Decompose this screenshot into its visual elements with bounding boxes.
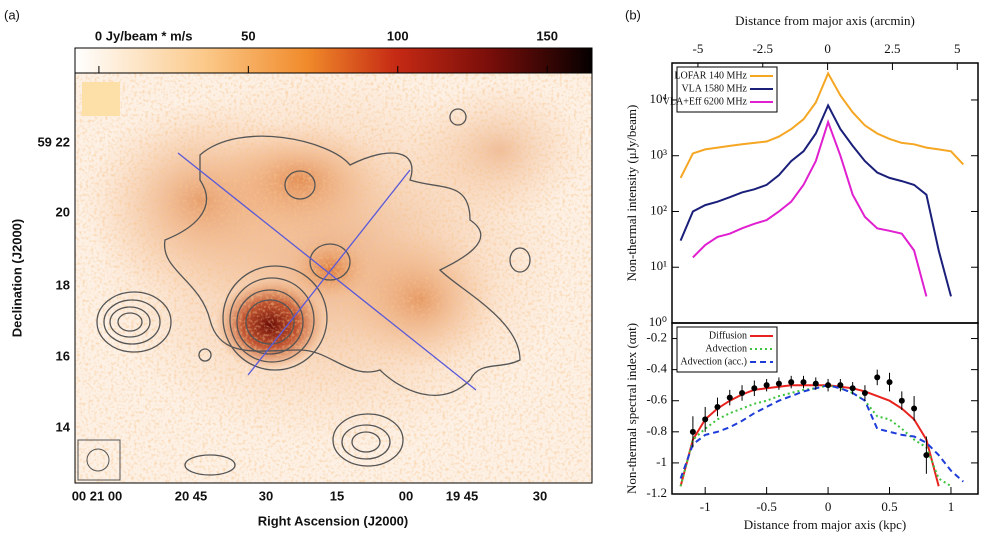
x-tick-label: 00 — [399, 488, 413, 503]
x-axis-label: Distance from major axis (kpc) — [744, 517, 906, 532]
plot-area — [679, 369, 964, 488]
x2-axis-label: Distance from major axis (arcmin) — [735, 13, 915, 28]
y-tick-label: 14 — [56, 419, 71, 434]
data-point — [763, 382, 770, 389]
y-tick-label: -0.6 — [646, 392, 667, 407]
data-point — [726, 394, 733, 401]
y-tick-label: -1.2 — [646, 485, 667, 500]
data-point — [825, 382, 832, 389]
y-tick-label: 10⁰ — [649, 314, 667, 329]
legend-label: LOFAR 140 MHz — [674, 70, 747, 81]
x-tick-label: 15 — [330, 488, 344, 503]
panel-label: (b) — [625, 7, 641, 22]
y-tick-label: -1 — [656, 454, 667, 469]
x2-tick-label: 0 — [824, 41, 831, 56]
series-line — [692, 118, 928, 297]
data-point — [923, 452, 930, 459]
x-tick-label: -0.5 — [756, 499, 777, 514]
colorbar-tick-label: 150 — [536, 28, 558, 43]
y-axis-label: Non-thermal intensity (μJy/beam) — [624, 105, 639, 282]
legend-box — [676, 326, 778, 373]
data-point — [837, 382, 844, 389]
x2-tick-label: 5 — [954, 41, 961, 56]
legend-label: VLA+Eff 6200 MHz — [663, 96, 748, 107]
data-point — [898, 397, 905, 404]
x-tick-label: 30 — [533, 488, 547, 503]
series-line — [679, 384, 940, 487]
data-point — [911, 405, 918, 412]
colorbar-tick-label: 100 — [387, 28, 409, 43]
series-line — [679, 384, 952, 488]
colorbar-tick-label: 0 Jy/beam * m/s — [95, 28, 193, 43]
plot-area — [679, 71, 965, 297]
map-frame — [74, 72, 593, 484]
x-tick-label: -1 — [700, 499, 711, 514]
x-tick-label: 20 45 — [175, 488, 208, 503]
x2-tick-label: 2.5 — [884, 41, 900, 56]
y-tick-label: 10⁴ — [649, 91, 667, 106]
x2-tick-label: -2.5 — [752, 41, 773, 56]
x-tick-label: 1 — [948, 499, 955, 514]
x2-tick-label: -5 — [693, 41, 704, 56]
series-line — [679, 384, 964, 483]
y-axis-label: Declination (J2000) — [9, 219, 24, 338]
y-tick-label: 59 22 — [37, 134, 70, 149]
series-line — [679, 103, 952, 297]
y-tick-label: -0.2 — [646, 330, 667, 345]
y-tick-label: 10³ — [650, 147, 667, 162]
panel-label: (a) — [4, 7, 20, 22]
data-point — [812, 380, 819, 387]
data-point — [800, 379, 807, 386]
data-point — [689, 428, 696, 435]
x-tick-label: 0.5 — [881, 499, 897, 514]
data-point — [849, 385, 856, 392]
colorbar-tick-label: 50 — [241, 28, 255, 43]
series-line — [679, 71, 965, 179]
data-point — [714, 403, 721, 410]
y-tick-label: 10² — [650, 202, 667, 217]
colorbar — [74, 47, 593, 74]
data-point — [739, 389, 746, 396]
data-point — [788, 379, 795, 386]
data-point — [861, 389, 868, 396]
data-point — [751, 385, 758, 392]
map-image — [75, 73, 592, 483]
x-tick-label: 19 45 — [446, 488, 479, 503]
plot-frame — [671, 322, 979, 495]
y-tick-label: 18 — [56, 277, 70, 292]
y-tick-label: 16 — [56, 348, 70, 363]
y-tick-label: -0.8 — [646, 423, 667, 438]
y-tick-label: 20 — [56, 204, 70, 219]
x-tick-label: 30 — [259, 488, 273, 503]
data-point — [775, 380, 782, 387]
legend-label: Advection — [705, 343, 747, 354]
data-point — [702, 416, 709, 423]
x-tick-label: 0 — [825, 499, 832, 514]
y-tick-label: 10¹ — [650, 258, 667, 273]
legend-label: VLA 1580 MHz — [681, 83, 747, 94]
legend-label: Advection (acc.) — [680, 356, 747, 367]
x-axis-label: Right Ascension (J2000) — [258, 513, 409, 528]
y-tick-label: -0.4 — [646, 361, 667, 376]
y-axis-label: Non-thermal spectral index (αnt) — [624, 323, 639, 494]
x-tick-label: 00 21 00 — [72, 488, 123, 503]
data-point — [874, 374, 881, 381]
data-point — [886, 379, 893, 386]
legend-label: Diffusion — [709, 330, 747, 341]
